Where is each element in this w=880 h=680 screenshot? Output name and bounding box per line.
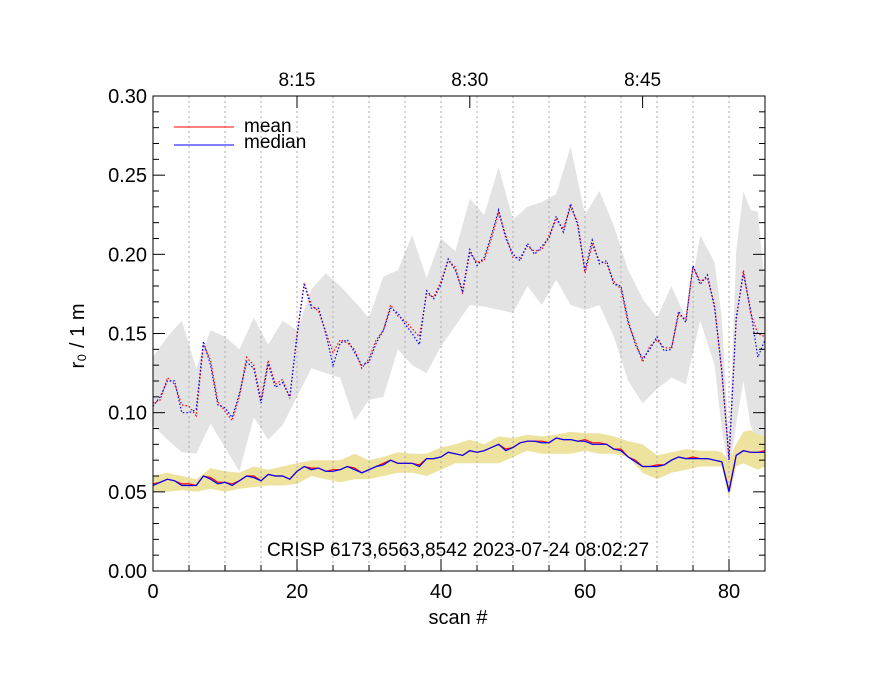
band-upper-range	[153, 146, 765, 473]
range-bands	[153, 146, 765, 499]
y-tick-label: 0.30	[108, 86, 147, 108]
series-lower-median	[152, 437, 765, 492]
y-tick-labels: 0.00 0.05 0.10 0.15 0.20 0.25 0.30	[108, 86, 147, 583]
y-axis-title: r₀ / 1 m	[67, 304, 89, 369]
series-upper-median	[152, 201, 766, 461]
y-tick-label: 0.10	[108, 403, 147, 425]
plot-frame	[152, 95, 766, 572]
x-tick-label: 80	[718, 581, 740, 603]
top-time-label: 8:45	[624, 70, 661, 91]
top-time-label: 8:30	[451, 70, 488, 91]
y-tick-label: 0.00	[108, 561, 147, 583]
chart-annotation: CRISP 6173,6563,8542 2023-07-24 08:02:27	[267, 540, 649, 561]
y-tick-label: 0.05	[108, 482, 147, 504]
x-tick-labels: 0 20 40 60 80	[147, 581, 740, 603]
top-time-labels: 8:15 8:30 8:45	[279, 70, 662, 91]
x-tick-label: 40	[430, 581, 452, 603]
legend: mean median	[174, 116, 306, 153]
top-time-label: 8:15	[279, 70, 316, 91]
y-tick-label: 0.20	[108, 244, 147, 266]
x-tick-label: 0	[147, 581, 158, 603]
x-axis-title: scan #	[429, 607, 489, 629]
legend-mean-label: mean	[244, 116, 292, 137]
legend-median-label: median	[244, 132, 306, 153]
x-tick-label: 60	[574, 581, 596, 603]
x-tick-label: 20	[286, 581, 308, 603]
y-tick-label: 0.15	[108, 324, 147, 346]
y-tick-label: 0.25	[108, 165, 147, 187]
band-lower-range	[153, 430, 765, 499]
series-lines	[152, 201, 766, 492]
